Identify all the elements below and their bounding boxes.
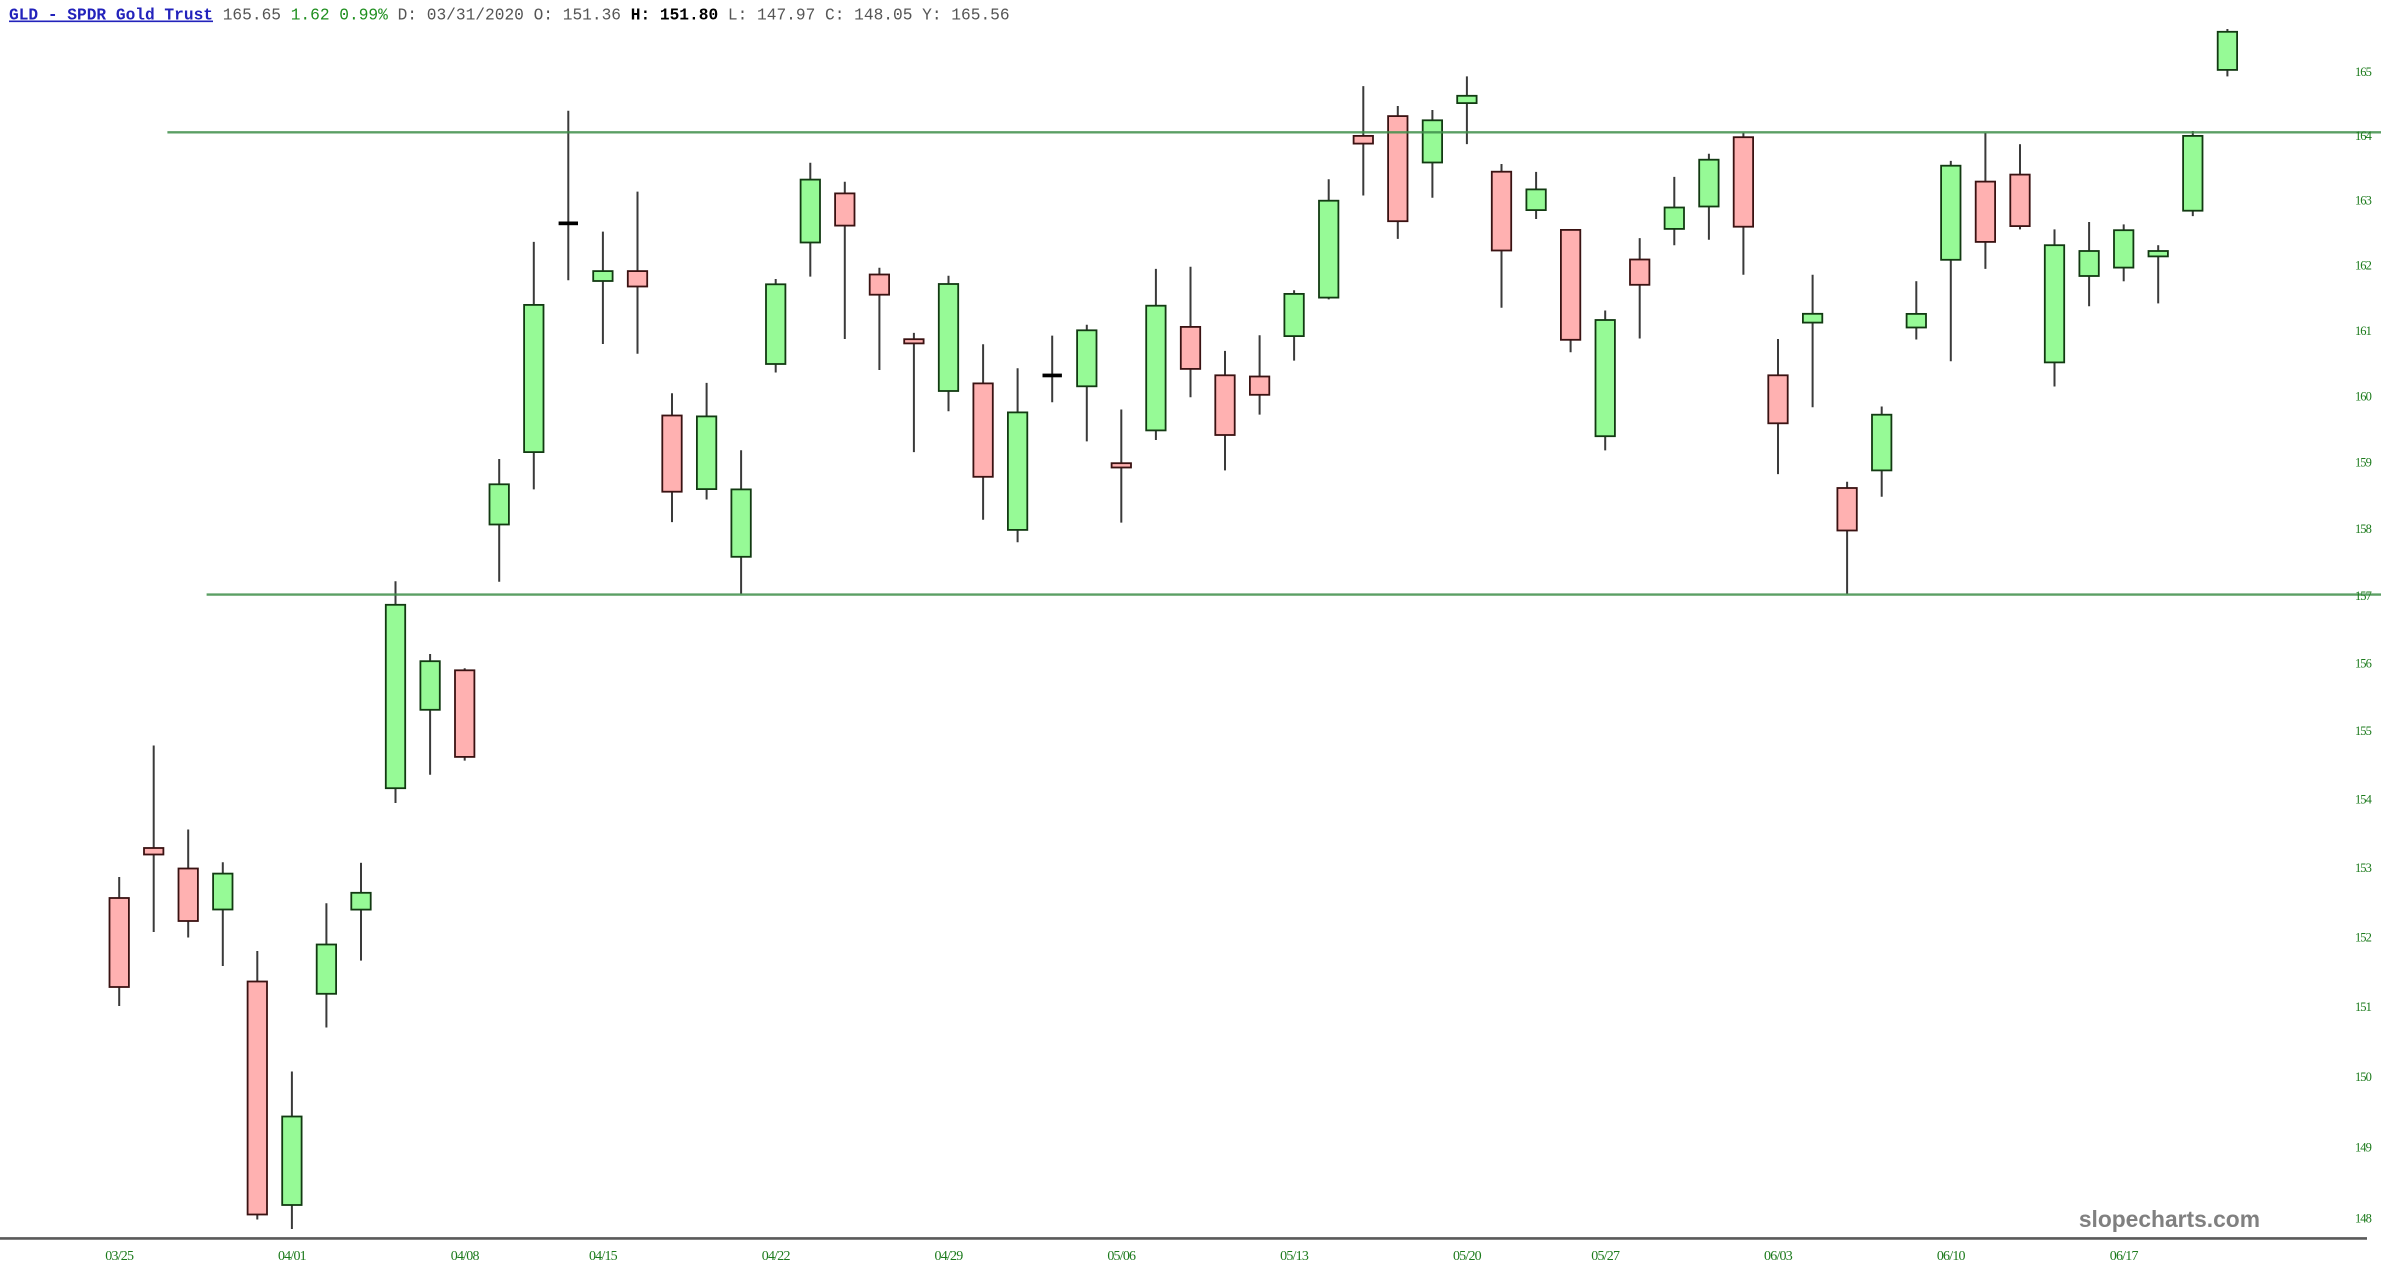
svg-text:04/01: 04/01: [278, 1249, 307, 1264]
svg-text:158: 158: [2355, 522, 2372, 536]
svg-text:161: 161: [2355, 324, 2372, 338]
svg-text:154: 154: [2355, 793, 2373, 807]
svg-text:164: 164: [2355, 129, 2373, 143]
svg-text:05/06: 05/06: [1107, 1249, 1136, 1264]
svg-text:153: 153: [2355, 861, 2372, 875]
svg-text:159: 159: [2355, 456, 2372, 470]
svg-text:149: 149: [2355, 1141, 2372, 1155]
svg-text:05/13: 05/13: [1280, 1249, 1309, 1264]
svg-text:06/10: 06/10: [1937, 1249, 1966, 1264]
svg-text:162: 162: [2355, 259, 2372, 273]
svg-text:04/08: 04/08: [451, 1249, 480, 1264]
svg-text:04/15: 04/15: [589, 1249, 618, 1264]
svg-text:152: 152: [2355, 930, 2372, 944]
svg-text:slopecharts.com: slopecharts.com: [2079, 1206, 2260, 1232]
svg-text:151: 151: [2355, 1000, 2372, 1014]
svg-text:06/17: 06/17: [2110, 1249, 2139, 1264]
svg-text:04/22: 04/22: [762, 1249, 791, 1264]
svg-text:05/20: 05/20: [1453, 1249, 1482, 1264]
svg-text:GLD - SPDR Gold Trust 165.65 1: GLD - SPDR Gold Trust 165.65 1.62 0.99% …: [9, 7, 1010, 25]
svg-text:165: 165: [2355, 65, 2372, 79]
svg-text:06/03: 06/03: [1764, 1249, 1793, 1264]
svg-text:03/25: 03/25: [105, 1249, 134, 1264]
svg-text:156: 156: [2355, 656, 2372, 670]
svg-text:150: 150: [2355, 1070, 2372, 1084]
svg-text:163: 163: [2355, 194, 2372, 208]
svg-text:05/27: 05/27: [1591, 1249, 1620, 1264]
svg-text:04/29: 04/29: [935, 1249, 964, 1264]
svg-text:160: 160: [2355, 390, 2372, 404]
svg-text:157: 157: [2355, 589, 2372, 603]
svg-text:155: 155: [2355, 724, 2372, 738]
svg-text:148: 148: [2355, 1212, 2372, 1226]
